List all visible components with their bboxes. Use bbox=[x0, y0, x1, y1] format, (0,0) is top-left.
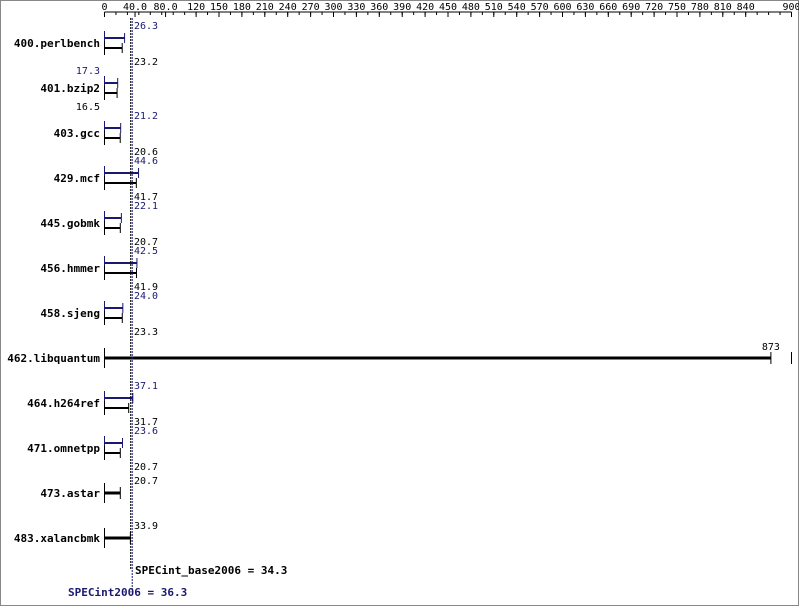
x-tick-label: 390 bbox=[393, 2, 411, 13]
x-tick-label: 120 bbox=[187, 2, 205, 13]
base-value-label: 20.6 bbox=[134, 147, 158, 158]
benchmark-row: 429.mcf 44.6 41.7 bbox=[54, 156, 158, 203]
x-tick-label: 0 bbox=[101, 2, 107, 13]
base-summary-label: SPECint_base2006 = 34.3 bbox=[135, 564, 287, 577]
x-tick-label: 570 bbox=[531, 2, 549, 13]
benchmark-label: 456.hmmer bbox=[40, 262, 100, 275]
benchmark-label: 458.sjeng bbox=[40, 307, 100, 320]
peak-value-label: 44.6 bbox=[134, 156, 158, 167]
peak-value-label: 21.2 bbox=[134, 111, 158, 122]
base-value-label: 33.9 bbox=[134, 521, 158, 532]
benchmark-label: 400.perlbench bbox=[14, 37, 100, 50]
base-value-label: 41.7 bbox=[134, 192, 158, 203]
benchmark-row: 403.gcc 21.2 20.6 bbox=[54, 111, 158, 158]
benchmark-row: 456.hmmer 42.5 41.9 bbox=[40, 246, 158, 293]
x-tick-label: 540 bbox=[508, 2, 526, 13]
benchmark-row: 400.perlbench 26.3 23.2 bbox=[14, 21, 158, 68]
benchmark-row: 458.sjeng 24.0 23.3 bbox=[40, 291, 158, 338]
x-tick-label: 360 bbox=[370, 2, 388, 13]
x-tick-label: 270 bbox=[302, 2, 320, 13]
x-tick-label: 150 bbox=[210, 2, 228, 13]
benchmark-row: 471.omnetpp 23.6 20.7 bbox=[27, 426, 158, 473]
x-tick-label: 510 bbox=[485, 2, 503, 13]
base-value-label: 31.7 bbox=[134, 417, 158, 428]
benchmark-row: 483.xalancbmk 33.9 bbox=[14, 521, 158, 548]
benchmark-row: 473.astar 20.7 bbox=[40, 476, 158, 503]
benchmark-row: 401.bzip2 17.3 16.5 bbox=[40, 66, 119, 113]
x-tick-label: 600 bbox=[553, 2, 571, 13]
benchmark-label: 462.libquantum bbox=[7, 352, 100, 365]
benchmark-label: 429.mcf bbox=[54, 172, 100, 185]
x-tick-label: 300 bbox=[324, 2, 342, 13]
x-tick-label: 630 bbox=[576, 2, 594, 13]
base-value-label: 23.2 bbox=[134, 57, 158, 68]
x-tick-label: 750 bbox=[668, 2, 686, 13]
benchmark-row: 464.h264ref 37.1 31.7 bbox=[27, 381, 158, 428]
benchmark-label: 464.h264ref bbox=[27, 397, 100, 410]
x-tick-label: 330 bbox=[347, 2, 365, 13]
base-value-label: 873 bbox=[762, 342, 780, 353]
x-tick-label: 840 bbox=[737, 2, 755, 13]
peak-value-label: 24.0 bbox=[134, 291, 158, 302]
base-value-label: 16.5 bbox=[76, 102, 100, 113]
peak-value-label: 37.1 bbox=[134, 381, 158, 392]
peak-value-label: 42.5 bbox=[134, 246, 158, 257]
x-tick-label: 660 bbox=[599, 2, 617, 13]
base-value-label: 41.9 bbox=[134, 282, 158, 293]
peak-value-label: 23.6 bbox=[134, 426, 158, 437]
benchmark-rows: 400.perlbench26.323.2401.bzip217.316.540… bbox=[7, 21, 792, 548]
peak-value-label: 26.3 bbox=[134, 21, 158, 32]
base-value-label: 20.7 bbox=[134, 462, 158, 473]
benchmark-label: 483.xalancbmk bbox=[14, 532, 100, 545]
x-tick-label: 780 bbox=[691, 2, 709, 13]
x-tick-label: 720 bbox=[645, 2, 663, 13]
base-value-label: 20.7 bbox=[134, 476, 158, 487]
x-tick-label: 180 bbox=[233, 2, 251, 13]
x-axis: 0 40.0 80.0 120 150 180 210 240 270 300 330 360 390 4… bbox=[101, 2, 799, 17]
base-value-label: 23.3 bbox=[134, 327, 158, 338]
peak-summary-label: SPECint2006 = 36.3 bbox=[68, 586, 187, 599]
benchmark-label: 401.bzip2 bbox=[40, 82, 100, 95]
peak-value-label: 17.3 bbox=[76, 66, 100, 77]
x-tick-label: 40.0 bbox=[123, 2, 147, 13]
x-tick-label: 80.0 bbox=[154, 2, 178, 13]
x-tick-label: 420 bbox=[416, 2, 434, 13]
x-tick-label: 240 bbox=[279, 2, 297, 13]
x-tick-label: 210 bbox=[256, 2, 274, 13]
benchmark-label: 471.omnetpp bbox=[27, 442, 100, 455]
x-tick-label: 690 bbox=[622, 2, 640, 13]
summary-lines: SPECint_base2006 = 34.3 SPECint2006 = 36.… bbox=[68, 18, 287, 599]
x-tick-label: 450 bbox=[439, 2, 457, 13]
benchmark-label: 403.gcc bbox=[54, 127, 100, 140]
x-tick-label: 480 bbox=[462, 2, 480, 13]
benchmark-label: 473.astar bbox=[40, 487, 100, 500]
benchmark-row: 445.gobmk 22.1 20.7 bbox=[40, 201, 158, 248]
x-tick-label: 900 bbox=[782, 2, 799, 13]
x-tick-label: 810 bbox=[714, 2, 732, 13]
peak-value-label: 22.1 bbox=[134, 201, 158, 212]
benchmark-label: 445.gobmk bbox=[40, 217, 100, 230]
benchmark-row: 462.libquantum 873 bbox=[7, 342, 792, 368]
base-value-label: 20.7 bbox=[134, 237, 158, 248]
